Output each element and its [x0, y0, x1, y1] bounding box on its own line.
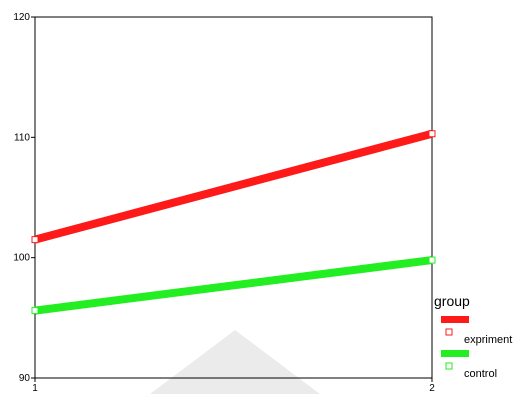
legend: group expriment control: [434, 293, 512, 380]
y-tick-label: 100: [13, 253, 30, 264]
watermark: [150, 330, 320, 394]
x-tick-label: 2: [429, 383, 435, 394]
y-tick-label: 120: [13, 12, 30, 23]
legend-marker-control: [445, 362, 453, 370]
series-line-control: [34, 256, 433, 315]
data-point-expriment: [31, 236, 39, 244]
x-tick-label: 1: [32, 383, 38, 394]
legend-label-expriment: expriment: [464, 334, 512, 346]
legend-title: group: [434, 293, 470, 309]
data-point-expriment: [428, 130, 436, 138]
data-point-control: [31, 307, 39, 315]
legend-swatch-expriment: [441, 316, 469, 323]
series-layer: [31, 129, 436, 315]
y-tick-label: 110: [14, 132, 30, 143]
legend-marker-expriment: [445, 328, 453, 336]
data-point-control: [428, 256, 436, 264]
y-axis: 90 100 110 120: [13, 12, 35, 384]
legend-label-control: control: [464, 368, 497, 380]
y-tick-label: 90: [19, 373, 31, 384]
plot-frame: [34, 16, 433, 379]
legend-swatch-control: [441, 350, 469, 357]
series-line-expriment: [33, 129, 434, 244]
